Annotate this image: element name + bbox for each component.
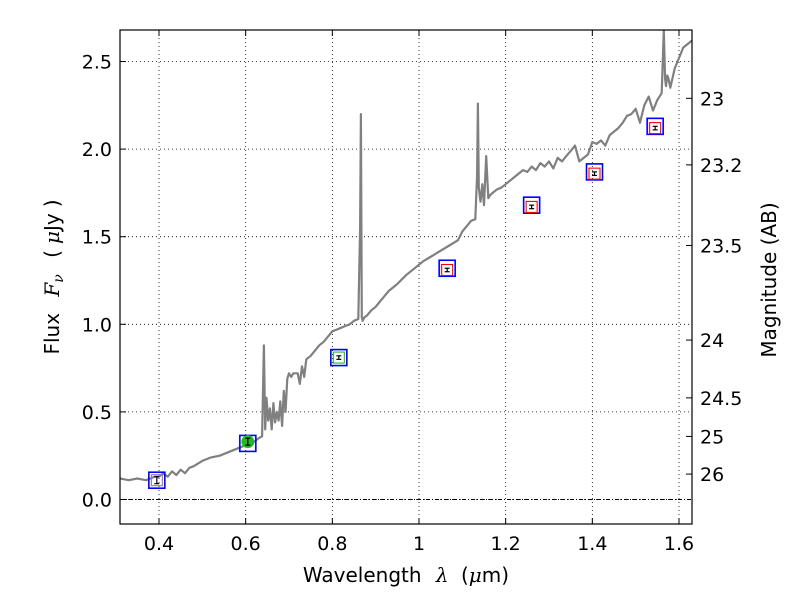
y-axis-title-symbol: F xyxy=(40,282,64,298)
y-axis-title-sub: ν xyxy=(51,274,67,283)
photometry-point xyxy=(588,167,601,180)
mag-tick-label: 23 xyxy=(700,88,724,110)
x-tick-label: 0.4 xyxy=(144,533,174,555)
y-tick-label: 1.5 xyxy=(82,227,112,249)
mag-tick-label: 23.2 xyxy=(700,155,742,177)
y-axis-title-open: ( xyxy=(40,250,64,258)
model-point xyxy=(330,348,348,367)
x-axis-title-prefix: Wavelength xyxy=(303,563,422,587)
axis-layer: 0.4 0.6 0.8 1 1.2 1.4 1.6 0.0 0.5 1.0 1.5 2.0 2.5 23 2… xyxy=(82,30,742,555)
x-axis-title-unit: m) xyxy=(482,563,509,587)
y-axis-title-mu: μ xyxy=(40,231,64,244)
photometry-point xyxy=(525,200,538,213)
photometry-point xyxy=(441,263,454,277)
x-tick-label: 1.4 xyxy=(577,533,607,555)
plot-layer xyxy=(120,30,692,490)
y-tick-label: 2.5 xyxy=(82,52,112,74)
y-axis-title: Flux Fν ( μJy) xyxy=(40,199,68,354)
x-tick-label: 1.2 xyxy=(491,533,521,555)
y-tick-label: 2.0 xyxy=(82,139,112,161)
model-point xyxy=(522,196,541,214)
photometry-point xyxy=(150,474,163,487)
mag-tick-label: 24 xyxy=(700,330,724,352)
x-axis-title-open: ( xyxy=(461,563,469,587)
spectrum-line xyxy=(120,30,692,482)
mag-tick-label: 26 xyxy=(700,464,724,486)
x-axis-title: Wavelength λ (μm) xyxy=(303,563,509,587)
photometry-point xyxy=(332,351,345,364)
y2-axis-title: Magnitude (AB) xyxy=(757,202,781,357)
y-axis-title-prefix: Flux xyxy=(40,313,64,355)
x-axis-title-mu: μ xyxy=(469,563,482,587)
plot-frame xyxy=(119,29,693,525)
x-tick-label: 1.6 xyxy=(664,533,694,555)
y-tick-label: 0.0 xyxy=(82,489,112,511)
y-tick-label: 0.5 xyxy=(82,402,112,424)
model-point xyxy=(438,259,456,278)
y-axis-title-close: ) xyxy=(40,199,64,207)
photometry-point xyxy=(649,122,662,135)
model-point xyxy=(585,163,604,181)
x-tick-label: 0.6 xyxy=(231,533,261,555)
model-point xyxy=(646,117,664,136)
model-point xyxy=(148,471,166,490)
x-axis-title-symbol: λ xyxy=(435,563,449,587)
y-tick-label: 1.0 xyxy=(82,314,112,336)
grid-layer xyxy=(120,30,692,524)
x-tick-label: 1 xyxy=(413,533,425,555)
mag-tick-label: 24.5 xyxy=(700,388,742,410)
x-tick-label: 0.8 xyxy=(317,533,347,555)
mag-tick-label: 25 xyxy=(700,426,724,448)
mag-tick-label: 23.5 xyxy=(700,235,742,257)
y-axis-title-unit: Jy xyxy=(40,213,64,233)
